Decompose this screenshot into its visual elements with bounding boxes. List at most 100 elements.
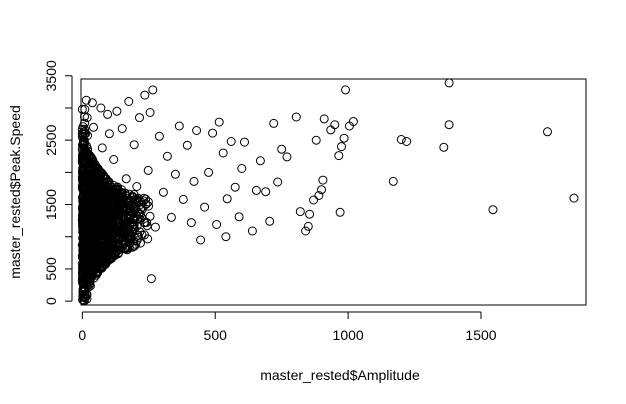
data-point xyxy=(444,120,454,130)
data-point xyxy=(78,140,88,150)
data-point xyxy=(121,174,131,184)
data-point xyxy=(92,172,101,182)
data-point xyxy=(93,204,103,214)
data-point xyxy=(186,218,196,228)
data-point xyxy=(132,182,142,191)
data-point xyxy=(335,207,345,217)
y-axis-title: master_rested$Peak.Speed xyxy=(7,105,23,279)
data-point xyxy=(85,152,95,162)
data-point xyxy=(139,196,149,206)
x-tick-label: 500 xyxy=(204,327,228,343)
data-point xyxy=(166,212,176,222)
data-point xyxy=(192,126,202,135)
data-point xyxy=(98,181,107,191)
data-point xyxy=(273,177,283,187)
data-point xyxy=(125,189,134,199)
data-point xyxy=(218,148,228,158)
data-point xyxy=(121,196,130,206)
data-point xyxy=(444,78,454,88)
data-point xyxy=(133,193,143,203)
data-point xyxy=(543,127,552,137)
data-point xyxy=(85,167,95,177)
data-point xyxy=(80,124,90,134)
data-point xyxy=(344,121,354,131)
data-point xyxy=(269,118,279,128)
y-tick-label: 0 xyxy=(43,297,59,305)
data-point xyxy=(439,142,449,152)
data-point xyxy=(326,125,336,135)
data-point xyxy=(396,135,406,144)
data-point xyxy=(101,245,110,255)
x-axis: 0 500 1000 1500 xyxy=(78,311,497,343)
data-point xyxy=(80,259,90,269)
y-tick-label: 2500 xyxy=(43,124,59,155)
data-point xyxy=(128,192,138,202)
data-point xyxy=(81,275,90,285)
data-point xyxy=(93,228,103,238)
data-point xyxy=(85,281,95,291)
data-point xyxy=(309,195,319,205)
data-point xyxy=(154,131,164,141)
data-point xyxy=(282,152,292,162)
data-point xyxy=(334,151,344,161)
y-tick-label: 500 xyxy=(43,257,59,281)
data-point xyxy=(222,194,232,204)
data-point xyxy=(318,175,328,185)
data-point xyxy=(117,212,127,222)
data-point xyxy=(388,176,398,186)
data-point xyxy=(85,163,95,173)
data-point xyxy=(121,230,130,240)
data-point xyxy=(221,232,231,242)
data-point xyxy=(92,184,102,194)
data-point xyxy=(100,179,110,188)
data-point xyxy=(136,204,145,214)
data-point xyxy=(174,121,184,131)
data-point xyxy=(95,259,105,269)
data-point xyxy=(80,129,90,139)
data-point xyxy=(247,226,257,236)
data-point xyxy=(204,167,214,177)
data-point xyxy=(139,193,149,203)
data-point xyxy=(86,226,96,236)
data-point xyxy=(101,194,111,204)
data-point xyxy=(212,220,222,229)
data-point xyxy=(129,219,139,229)
data-point xyxy=(135,113,144,123)
data-point xyxy=(89,212,99,221)
data-point xyxy=(81,237,91,247)
data-point xyxy=(261,187,271,197)
data-point xyxy=(104,215,114,224)
data-point xyxy=(95,214,105,224)
data-point xyxy=(100,258,109,268)
data-point xyxy=(277,144,287,154)
x-axis-title: master_rested$Amplitude xyxy=(260,367,420,383)
data-point xyxy=(89,184,99,194)
data-point xyxy=(317,185,326,195)
data-point xyxy=(78,130,88,140)
data-point xyxy=(79,236,89,246)
data-point xyxy=(79,184,89,194)
data-point xyxy=(111,222,120,232)
data-point xyxy=(303,221,313,231)
data-point xyxy=(89,240,99,250)
data-point xyxy=(402,137,412,146)
data-point xyxy=(104,129,114,139)
data-point xyxy=(117,124,127,134)
x-tick-label: 1000 xyxy=(333,327,364,343)
data-point xyxy=(129,140,139,150)
data-point xyxy=(162,151,172,161)
data-point xyxy=(182,140,192,150)
data-point xyxy=(116,198,126,208)
data-point xyxy=(80,104,90,114)
data-point xyxy=(170,169,180,179)
data-point xyxy=(84,150,93,160)
data-point xyxy=(97,143,107,153)
data-point xyxy=(82,294,92,304)
data-point xyxy=(96,103,106,113)
data-point xyxy=(109,155,119,164)
x-tick-label: 0 xyxy=(78,327,86,343)
data-point xyxy=(140,230,149,240)
points-layer xyxy=(77,78,579,306)
data-point xyxy=(79,283,89,293)
data-point xyxy=(488,205,498,215)
